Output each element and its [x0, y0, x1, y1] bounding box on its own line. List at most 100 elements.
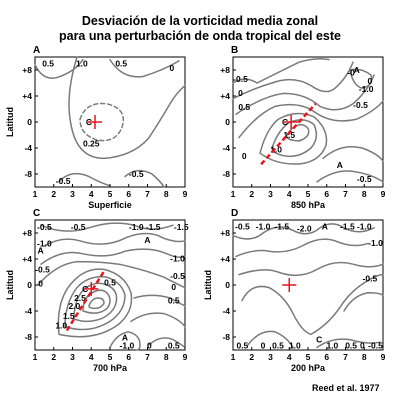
contour-line — [350, 69, 372, 88]
x-axis-label: 200 hPa — [291, 363, 326, 373]
trough-axis — [65, 270, 106, 332]
contour-label: -0.5 — [353, 100, 368, 110]
x-tick-label: 2 — [51, 352, 56, 362]
contour-line — [89, 298, 104, 308]
contour-label: 2.5 — [74, 293, 86, 303]
contour-label: -0.5 — [368, 340, 383, 350]
contour-line — [149, 338, 185, 348]
x-tick-label: 1 — [33, 352, 38, 362]
panel-d: D 1 2 3 4 5 6 7 8 9 +8 +4 0 -4 -8 200 hPa Latitud -0.5 -1.… — [203, 208, 386, 373]
x-tick-label: 5 — [108, 189, 113, 199]
contour-label: -0.5 — [233, 74, 248, 84]
contour-label: 0 — [147, 340, 152, 350]
x-tick-label: 7 — [145, 352, 150, 362]
contour-label: 0 — [261, 340, 266, 350]
title-line-2: para una perturbación de onda tropical d… — [58, 29, 341, 43]
contour-label: 0.5 — [42, 59, 54, 69]
panel-letter: A — [33, 45, 40, 56]
contour-line — [239, 262, 383, 275]
contour-label: -1.0 — [170, 253, 185, 263]
contour-label: -0 — [347, 68, 355, 78]
contour-label: 0 — [238, 88, 243, 98]
x-tick-label: 4 — [89, 352, 94, 362]
y-tick-label: +8 — [22, 228, 32, 238]
contour-line — [317, 339, 380, 347]
contour-line — [74, 283, 117, 321]
x-tick-label: 9 — [183, 189, 188, 199]
y-tick-label: 0 — [27, 117, 32, 127]
contour-line — [83, 290, 110, 313]
contour-label: -1.5 — [340, 222, 355, 232]
contour-label: A — [322, 222, 328, 232]
y-axis-label: Latitud — [5, 270, 15, 300]
contour-label: -1.0 — [357, 222, 372, 232]
panel-c: C 1 2 3 4 5 6 7 8 9 +8 +4 0 -4 -8 700 hPa Latitud -0.5 -0.… — [5, 208, 189, 373]
contour-label: 1.5 — [63, 311, 75, 321]
x-tick-label: 7 — [343, 352, 348, 362]
contour-label: 0.25 — [83, 138, 100, 148]
contour-line — [41, 223, 173, 231]
x-tick-label: 6 — [126, 189, 131, 199]
y-axis-label: Latitud — [5, 107, 15, 137]
contour-line — [260, 113, 327, 164]
contour-label: 1.0 — [270, 144, 282, 154]
contour-line — [134, 295, 185, 305]
contour-label: A — [38, 246, 44, 256]
contour-line — [125, 171, 164, 187]
contour-label: 1.0 — [326, 340, 338, 350]
contour-line — [239, 101, 383, 137]
contour-label: A — [144, 235, 150, 245]
contour-line — [59, 174, 110, 186]
x-axis-label: 700 hPa — [93, 363, 128, 373]
contour-label: C — [316, 335, 322, 345]
contour-line — [44, 234, 185, 246]
contour-label: -0.5 — [357, 174, 372, 184]
panel-letter: D — [231, 208, 238, 219]
contour-label: -0.5 — [37, 222, 52, 232]
contour-label: -1.5 — [174, 222, 189, 232]
contour-line — [69, 57, 185, 158]
y-tick-label: +4 — [220, 91, 230, 101]
contour-label: 0.5 — [345, 340, 357, 350]
contour-line — [80, 103, 123, 140]
y-tick-label: 0 — [225, 280, 230, 290]
y-tick-label: -4 — [24, 306, 32, 316]
contour-line — [38, 262, 185, 288]
source-credit: Reed et al. 1977 — [312, 383, 380, 393]
x-tick-label: 8 — [362, 352, 367, 362]
panel-a: A 1 2 3 4 5 6 7 8 9 +8 +4 0 -4 -8 Superficie Latitud 0.5 1… — [5, 45, 188, 210]
x-tick-label: 8 — [164, 189, 169, 199]
contour-label: -1.0 — [120, 340, 135, 350]
title-line-1: Desviación de la vorticidad media zonal — [81, 14, 319, 28]
panel-frame — [34, 56, 186, 188]
center-label: C — [82, 284, 88, 294]
contour-line — [242, 286, 311, 334]
x-tick-label: 9 — [183, 352, 188, 362]
y-tick-label: -8 — [222, 169, 230, 179]
y-tick-label: +4 — [220, 254, 230, 264]
contour-label: -1.5 — [274, 222, 289, 232]
y-tick-label: 0 — [225, 117, 230, 127]
contour-line — [323, 147, 383, 161]
contour-group — [233, 224, 383, 348]
contour-label: -1.0 — [359, 84, 374, 94]
x-tick-label: 8 — [362, 189, 367, 199]
contour-label: -0.5 — [71, 222, 86, 232]
contour-label: -1.0 — [256, 222, 271, 232]
trough-axis — [260, 102, 317, 166]
contour-label: 1.0 — [55, 320, 67, 330]
x-tick-label: 3 — [268, 189, 273, 199]
x-tick-label: 1 — [231, 189, 236, 199]
y-tick-label: +8 — [22, 65, 32, 75]
contour-line — [110, 60, 179, 77]
y-axis-label: Latitud — [203, 270, 213, 300]
x-tick-label: 5 — [306, 352, 311, 362]
contour-line — [131, 313, 185, 327]
contour-line — [236, 75, 374, 114]
contour-label: -0.5 — [363, 274, 378, 284]
contour-line — [233, 224, 374, 239]
y-tick-label: -8 — [24, 332, 32, 342]
y-tick-label: -4 — [222, 306, 230, 316]
x-tick-label: 2 — [51, 189, 56, 199]
panel-letter: B — [231, 45, 238, 56]
